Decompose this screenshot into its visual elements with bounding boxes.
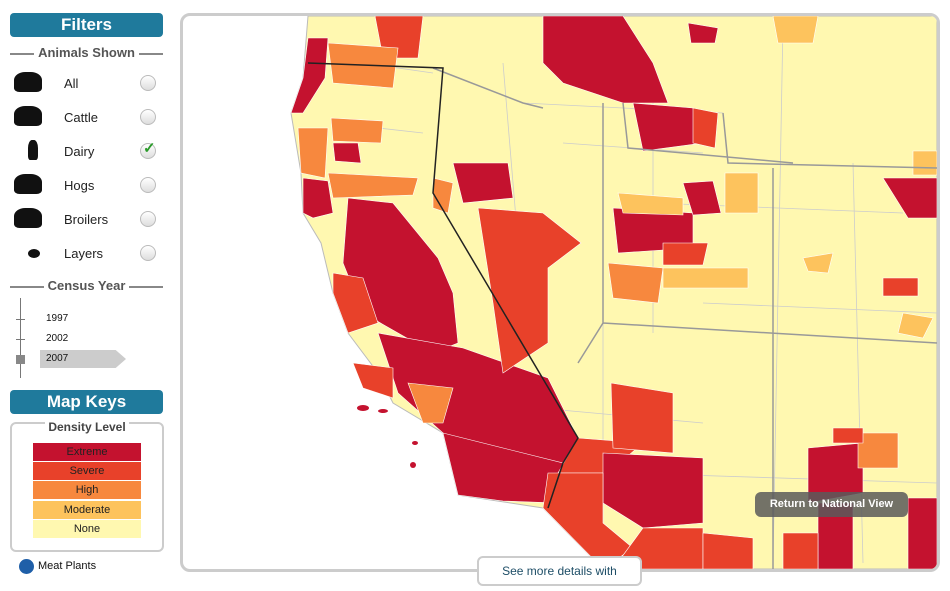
details-button[interactable]: See more details with	[477, 556, 642, 586]
density-title: Density Level	[12, 420, 162, 434]
density-legend: Density Level Extreme Severe High Moderate N…	[10, 420, 164, 552]
animal-label: Hogs	[64, 178, 95, 193]
checkmark: ✓	[143, 140, 156, 157]
map	[180, 13, 940, 572]
radio-button[interactable]	[140, 109, 156, 125]
animal-label: All	[64, 76, 79, 91]
census-header: Census Year	[43, 278, 130, 293]
radio-button[interactable]	[140, 211, 156, 227]
map-svg	[290, 16, 937, 569]
animal-label: Cattle	[64, 110, 98, 125]
legend-swatch: Severe	[33, 462, 141, 481]
radio-button[interactable]	[140, 245, 156, 261]
california-border	[307, 62, 579, 509]
animal-icon	[28, 140, 38, 160]
year-option[interactable]: 2002	[46, 333, 69, 344]
radio-button[interactable]	[140, 143, 156, 159]
map-keys-header: Map Keys	[10, 390, 163, 414]
meat-plant-dot	[19, 559, 34, 574]
animal-icon	[14, 208, 42, 228]
density-title-text: Density Level	[45, 420, 129, 434]
animal-icon	[28, 249, 40, 258]
section-header: Animals Shown	[10, 45, 163, 60]
timeline-tick	[16, 319, 25, 320]
animal-option[interactable]: Layers	[10, 238, 160, 268]
legend-swatch: None	[33, 519, 141, 538]
islands	[357, 405, 418, 468]
legend-swatch: Moderate	[33, 500, 141, 519]
animal-label: Dairy	[64, 144, 95, 159]
animal-option[interactable]: Hogs	[10, 170, 160, 200]
timeline	[20, 298, 21, 378]
year-option[interactable]: 1997	[46, 313, 69, 324]
return-button[interactable]: Return to National View	[755, 492, 908, 517]
animal-label: Broilers	[64, 212, 109, 227]
animal-label: Layers	[64, 246, 104, 261]
legend-swatch: Extreme	[33, 443, 141, 461]
legend-swatch: High	[33, 481, 141, 500]
timeline-tick	[16, 339, 25, 340]
radio-button[interactable]	[140, 75, 156, 91]
animal-icon	[14, 174, 42, 194]
meat-plants-label: Meat Plants	[38, 560, 97, 572]
section-header: Census Year	[10, 278, 163, 293]
filters-header: Filters	[10, 13, 163, 37]
density-regions	[290, 16, 937, 569]
animal-option[interactable]: All	[10, 68, 160, 98]
animal-option[interactable]: Cattle	[10, 102, 160, 132]
animal-option[interactable]: Dairy ✓	[10, 136, 160, 166]
state-borders	[432, 67, 937, 569]
animal-icon	[14, 72, 42, 92]
timeline-handle	[16, 355, 25, 364]
year-option[interactable]: 2007	[40, 350, 126, 368]
animals-header: Animals Shown	[34, 45, 139, 60]
animal-option[interactable]: Broilers	[10, 204, 160, 234]
animal-icon	[14, 106, 42, 126]
radio-button[interactable]	[140, 177, 156, 193]
